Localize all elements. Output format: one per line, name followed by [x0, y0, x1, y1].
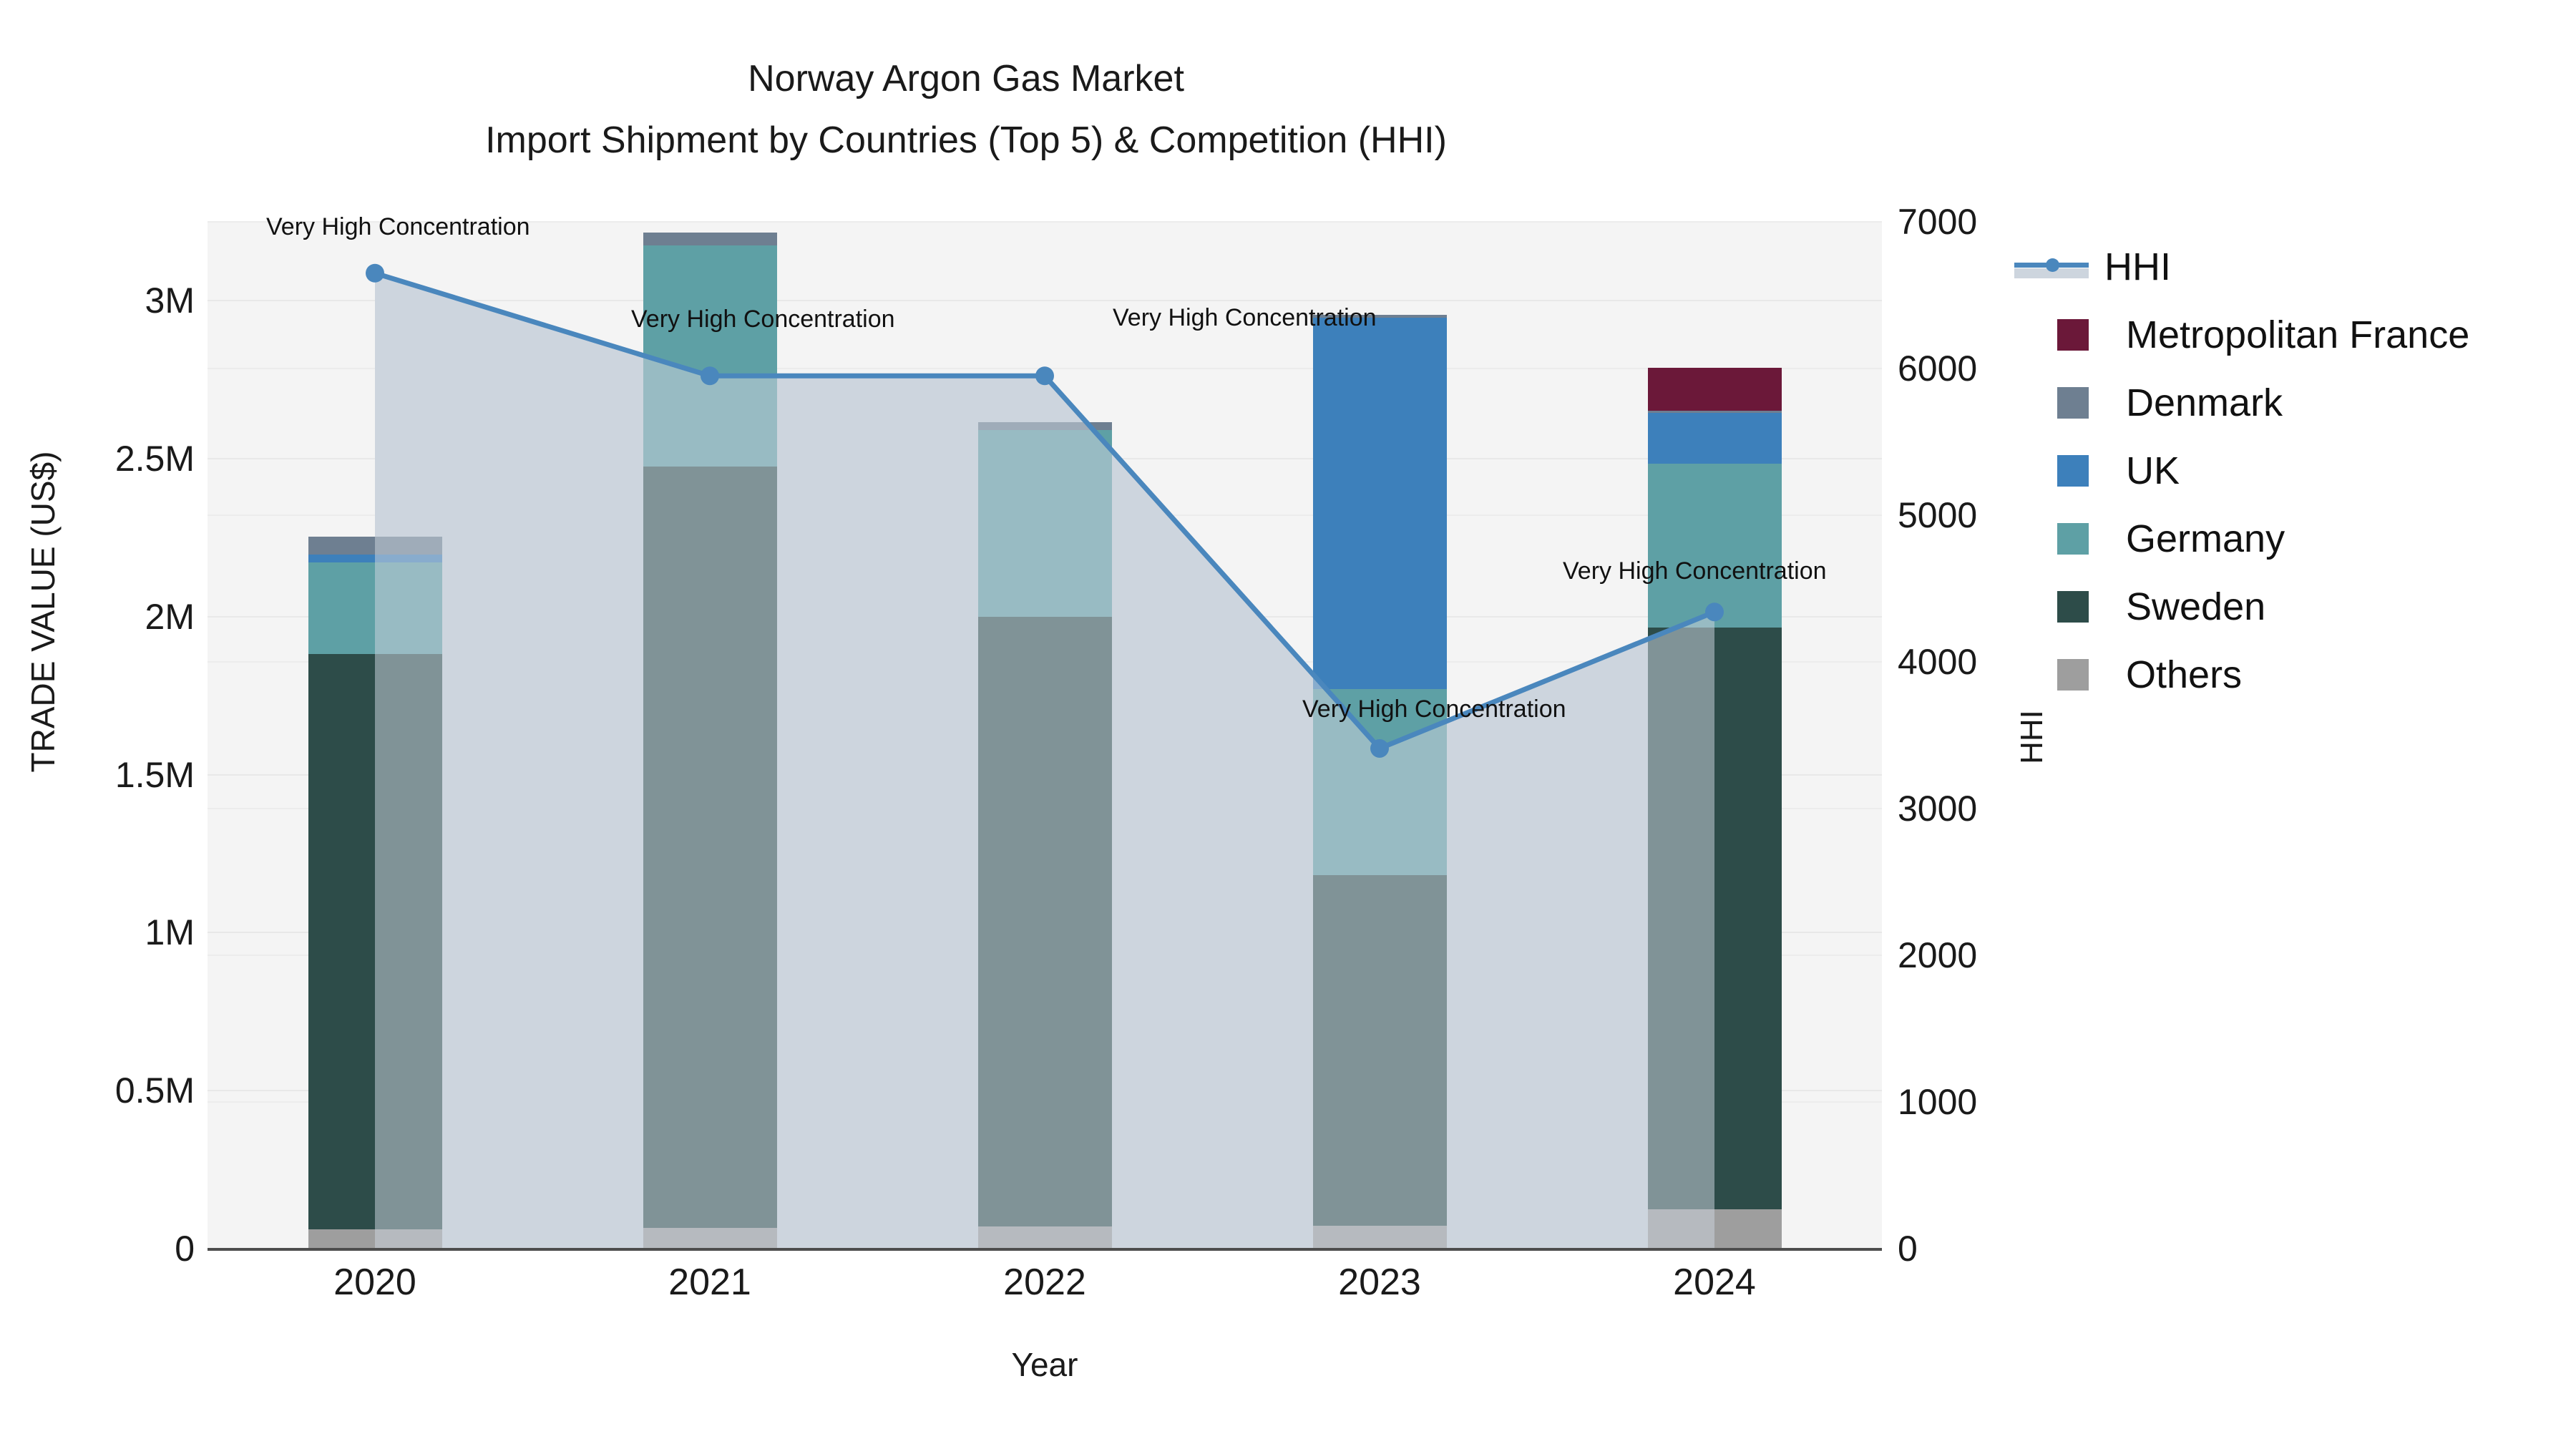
y-tick-label-left: 1M [145, 912, 195, 953]
y-tick-label-right: 6000 [1898, 348, 1978, 389]
bar-segment-germany[interactable] [1647, 463, 1782, 628]
hhi-marker[interactable] [1705, 602, 1724, 622]
y-tick-label-left: 2.5M [114, 439, 195, 479]
legend-item-germany[interactable]: Germany [2036, 504, 2565, 572]
gridline-secondary [208, 221, 1882, 223]
x-axis-label: Year [1011, 1346, 1078, 1383]
legend-swatch-icon [2057, 386, 2089, 419]
x-tick-label-2020: 2020 [333, 1262, 416, 1303]
x-tick-label-2024: 2024 [1673, 1262, 1756, 1303]
annotation-label: Very High Concentration [1302, 695, 1566, 723]
legend-swatch-icon [2057, 590, 2089, 623]
x-tick-label-2022: 2022 [1003, 1262, 1086, 1303]
legend-item-denmark[interactable]: Denmark [2036, 369, 2565, 436]
legend-item-uk[interactable]: UK [2036, 436, 2565, 504]
hhi-area-fill [375, 273, 1714, 1249]
y-tick-label-left: 0.5M [114, 1070, 195, 1111]
hhi-marker[interactable] [366, 263, 384, 283]
bar-segment-denmark[interactable] [643, 233, 777, 246]
chart-legend: HHI Metropolitan France Denmark UK Germany Sw… [2014, 233, 2565, 708]
y-axis-left-ticks: 0 0.5M 1M 1.5M 2M 2.5M 3M [0, 222, 195, 1269]
legend-label: Denmark [2126, 381, 2283, 424]
y-tick-label-right: 7000 [1898, 202, 1978, 242]
legend-swatch-icon [2057, 522, 2089, 555]
bar-segment-denmark[interactable] [1312, 315, 1447, 318]
y-tick-label-right: 1000 [1898, 1082, 1978, 1122]
legend-label: HHI [2104, 245, 2171, 288]
legend-swatch-icon [2057, 454, 2089, 487]
legend-item-sweden[interactable]: Sweden [2036, 572, 2565, 640]
legend-label: Germany [2126, 517, 2285, 560]
y-tick-label-right: 3000 [1898, 789, 1978, 829]
hhi-line-chart [366, 263, 1724, 1249]
y-axis-right-ticks: 0 1000 2000 3000 4000 5000 6000 7000 [1898, 202, 2112, 1269]
x-tick-label-2021: 2021 [668, 1262, 751, 1303]
hhi-marker[interactable] [1035, 366, 1054, 386]
legend-label: Sweden [2126, 585, 2266, 628]
y-tick-label-right: 0 [1898, 1229, 1918, 1269]
y-tick-label-right: 5000 [1898, 495, 1978, 535]
y-tick-label-right: 2000 [1898, 935, 1978, 975]
bar-segment-denmark[interactable] [1647, 410, 1782, 414]
y-tick-label-left: 1.5M [114, 754, 195, 795]
x-tick-label-2023: 2023 [1338, 1262, 1421, 1303]
annotation-label: Very High Concentration [1563, 557, 1827, 585]
gridline [208, 300, 1882, 302]
bar-segment-uk[interactable] [1312, 317, 1447, 689]
plot-area: Very High Concentration Very High Concent… [208, 215, 1882, 1249]
y-axis-label-left: TRADE VALUE (US$) [24, 451, 62, 773]
bar-segment-metropolitan-france[interactable] [1647, 368, 1782, 411]
legend-label: UK [2126, 449, 2180, 492]
legend-item-metropolitan-france[interactable]: Metropolitan France [2036, 301, 2565, 369]
hhi-marker[interactable] [701, 366, 719, 386]
y-tick-label-left: 2M [145, 596, 195, 637]
hhi-marker[interactable] [1370, 738, 1389, 758]
hhi-markers [366, 263, 1724, 758]
y-tick-label-left: 3M [145, 280, 195, 321]
bar-segment-uk[interactable] [1647, 413, 1782, 464]
legend-line-swatch-icon [2014, 255, 2089, 278]
legend-swatch-icon [2057, 318, 2089, 351]
legend-item-hhi[interactable]: HHI [2014, 233, 2565, 301]
annotation-label: Very High Concentration [1113, 304, 1377, 332]
y-tick-label-left: 0 [175, 1229, 195, 1269]
chart-subtitle: Import Shipment by Countries (Top 5) & C… [485, 119, 1447, 161]
legend-label: Others [2126, 653, 2243, 696]
annotation-label: Very High Concentration [266, 213, 530, 240]
y-tick-label-right: 4000 [1898, 642, 1978, 682]
legend-label: Metropolitan France [2126, 313, 2470, 356]
legend-swatch-icon [2057, 658, 2089, 691]
chart-title: Norway Argon Gas Market [748, 58, 1184, 99]
legend-item-others[interactable]: Others [2036, 640, 2565, 708]
annotation-label: Very High Concentration [631, 306, 895, 333]
chart-title-block: Norway Argon Gas Market Import Shipment … [0, 56, 1932, 163]
x-axis-line [208, 1248, 1882, 1251]
